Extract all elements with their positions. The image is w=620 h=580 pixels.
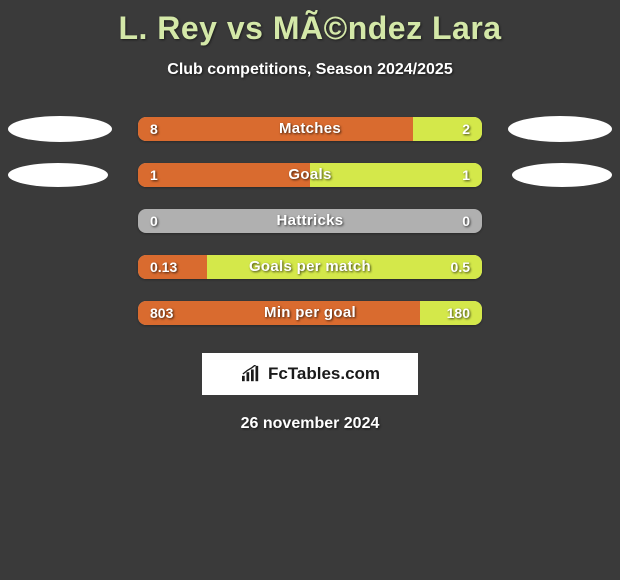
player-right-ellipse [508, 116, 612, 142]
player-left-ellipse [8, 116, 112, 142]
stat-value-right: 180 [435, 301, 482, 325]
stat-value-left: 8 [138, 117, 170, 141]
stat-bar [138, 117, 482, 141]
stat-value-right: 1 [450, 163, 482, 187]
stat-bar [138, 209, 482, 233]
stat-row: 0.130.5Goals per match [0, 255, 620, 279]
date-text: 26 november 2024 [0, 415, 620, 433]
stat-value-left: 0 [138, 209, 170, 233]
stat-value-left: 803 [138, 301, 185, 325]
stat-row: 11Goals [0, 163, 620, 187]
player-right-ellipse [512, 163, 612, 187]
stat-row: 82Matches [0, 117, 620, 141]
chart-icon [240, 365, 262, 383]
stat-bar [138, 301, 482, 325]
stat-bar [138, 255, 482, 279]
stat-row: 00Hattricks [0, 209, 620, 233]
stat-value-left: 0.13 [138, 255, 189, 279]
page-title: L. Rey vs MÃ©ndez Lara [0, 0, 620, 47]
stat-bar [138, 163, 482, 187]
stat-value-right: 0.5 [439, 255, 482, 279]
stat-row: 803180Min per goal [0, 301, 620, 325]
stat-value-right: 0 [450, 209, 482, 233]
player-left-ellipse [8, 163, 108, 187]
stat-bar-left [138, 117, 413, 141]
branding-badge: FcTables.com [202, 353, 418, 395]
subtitle: Club competitions, Season 2024/2025 [0, 61, 620, 79]
branding-text: FcTables.com [268, 364, 380, 384]
stat-value-left: 1 [138, 163, 170, 187]
stats-container: 82Matches11Goals00Hattricks0.130.5Goals … [0, 117, 620, 325]
stat-value-right: 2 [450, 117, 482, 141]
